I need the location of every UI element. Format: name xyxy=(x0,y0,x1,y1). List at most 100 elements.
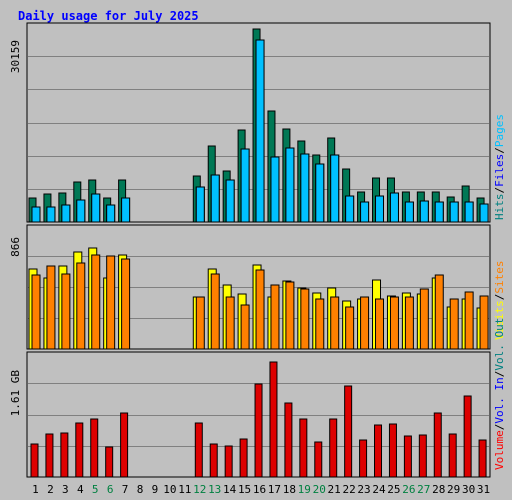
bar-volume-day-13 xyxy=(209,443,218,478)
bar-pages-day-13 xyxy=(210,174,220,223)
bar-volume-day-2 xyxy=(45,433,54,478)
bar-pages-day-1 xyxy=(31,206,41,223)
bar-volume-day-4 xyxy=(75,422,84,478)
bar-sites-day-29 xyxy=(449,298,459,350)
bar-sites-day-16 xyxy=(255,269,265,350)
bar-sites-day-3 xyxy=(61,273,71,350)
bar-sites-day-15 xyxy=(240,304,250,350)
x-tick-day-28: 28 xyxy=(432,483,445,496)
bar-pages-day-22 xyxy=(345,195,355,223)
bar-volume-day-14 xyxy=(224,445,233,478)
bar-sites-day-23 xyxy=(360,296,370,350)
bar-pages-day-27 xyxy=(419,200,429,223)
legend-visits: Visits xyxy=(493,300,506,340)
x-tick-day-27: 27 xyxy=(417,483,430,496)
bar-volume-day-27 xyxy=(418,434,427,478)
bar-sites-day-26 xyxy=(404,296,414,350)
x-tick-day-25: 25 xyxy=(387,483,400,496)
bar-sites-day-2 xyxy=(46,265,56,350)
bar-volume-day-18 xyxy=(284,402,293,478)
legend-vol-out: Vol. Out xyxy=(493,318,506,371)
x-tick-day-1: 1 xyxy=(32,483,39,496)
legend-separator: / xyxy=(493,424,506,431)
legend-text-hits-files-pages: Hits/Files/Pages xyxy=(493,114,506,220)
bar-volume-day-21 xyxy=(329,418,338,478)
bar-volume-day-1 xyxy=(30,443,39,478)
bar-pages-day-23 xyxy=(360,201,370,223)
x-tick-day-18: 18 xyxy=(283,483,296,496)
x-tick-day-4: 4 xyxy=(77,483,84,496)
legend-volume: Volume xyxy=(493,430,506,470)
bar-pages-day-16 xyxy=(255,39,265,223)
bar-sites-day-27 xyxy=(419,288,429,350)
legend-visits-sites: Visits/Sites xyxy=(493,261,506,341)
bar-volume-day-29 xyxy=(448,433,457,478)
bar-pages-day-5 xyxy=(91,193,101,223)
bar-pages-day-14 xyxy=(225,179,235,223)
legend-separator: / xyxy=(493,187,506,194)
bar-volume-day-19 xyxy=(299,418,308,478)
x-tick-day-21: 21 xyxy=(328,483,341,496)
bar-sites-day-25 xyxy=(389,296,399,350)
x-tick-day-9: 9 xyxy=(152,483,159,496)
bar-volume-day-3 xyxy=(60,432,69,478)
x-tick-day-17: 17 xyxy=(268,483,281,496)
legend-text-volume: Volume/Vol. In/Vol. Out xyxy=(493,318,506,470)
x-tick-day-3: 3 xyxy=(62,483,69,496)
bar-volume-day-7 xyxy=(120,412,129,478)
x-tick-day-10: 10 xyxy=(163,483,176,496)
bar-sites-day-17 xyxy=(270,284,280,350)
x-tick-day-20: 20 xyxy=(313,483,326,496)
bar-volume-day-23 xyxy=(359,439,368,478)
x-tick-day-5: 5 xyxy=(92,483,99,496)
bar-sites-day-28 xyxy=(434,274,444,350)
legend-vol-in: Vol. In xyxy=(493,377,506,423)
x-tick-day-29: 29 xyxy=(447,483,460,496)
bar-pages-day-3 xyxy=(61,204,71,223)
x-tick-day-15: 15 xyxy=(238,483,251,496)
bar-pages-day-28 xyxy=(434,201,444,223)
bar-pages-day-25 xyxy=(389,192,399,223)
legend-sites: Sites xyxy=(493,261,506,294)
bar-pages-day-19 xyxy=(300,153,310,223)
bar-volume-day-12 xyxy=(194,422,203,478)
bar-volume-day-6 xyxy=(105,446,114,478)
bar-pages-day-17 xyxy=(270,156,280,223)
bar-sites-day-20 xyxy=(315,298,325,350)
legend-separator: / xyxy=(493,147,506,154)
bar-pages-day-15 xyxy=(240,148,250,223)
x-tick-day-30: 30 xyxy=(462,483,475,496)
bar-sites-day-22 xyxy=(345,306,355,350)
bar-sites-day-6 xyxy=(106,255,116,350)
bar-pages-day-24 xyxy=(375,195,385,223)
x-tick-day-16: 16 xyxy=(253,483,266,496)
x-tick-day-11: 11 xyxy=(178,483,191,496)
bar-volume-day-22 xyxy=(344,385,353,478)
bar-volume-day-5 xyxy=(90,418,99,478)
x-tick-day-13: 13 xyxy=(208,483,221,496)
x-tick-day-22: 22 xyxy=(342,483,355,496)
x-tick-day-2: 2 xyxy=(47,483,54,496)
x-tick-day-12: 12 xyxy=(193,483,206,496)
bar-sites-day-5 xyxy=(91,254,101,350)
bar-pages-day-26 xyxy=(404,201,414,223)
legend-pages: Pages xyxy=(493,114,506,147)
bar-volume-day-31 xyxy=(478,439,487,478)
bar-sites-day-1 xyxy=(31,274,41,350)
bar-pages-day-12 xyxy=(195,186,205,223)
x-tick-day-24: 24 xyxy=(372,483,386,496)
legend-separator: / xyxy=(493,294,506,301)
bar-volume-day-24 xyxy=(374,424,383,478)
bar-pages-day-31 xyxy=(479,203,489,223)
y-max-label-volume: 1.61 GB xyxy=(9,370,22,417)
bar-pages-day-4 xyxy=(76,199,86,223)
x-tick-day-6: 6 xyxy=(107,483,114,496)
bar-pages-day-2 xyxy=(46,206,56,223)
bar-pages-day-18 xyxy=(285,147,295,223)
legend-separator: / xyxy=(493,371,506,378)
bar-sites-day-24 xyxy=(375,298,385,350)
x-tick-day-26: 26 xyxy=(402,483,415,496)
x-tick-day-7: 7 xyxy=(122,483,129,496)
